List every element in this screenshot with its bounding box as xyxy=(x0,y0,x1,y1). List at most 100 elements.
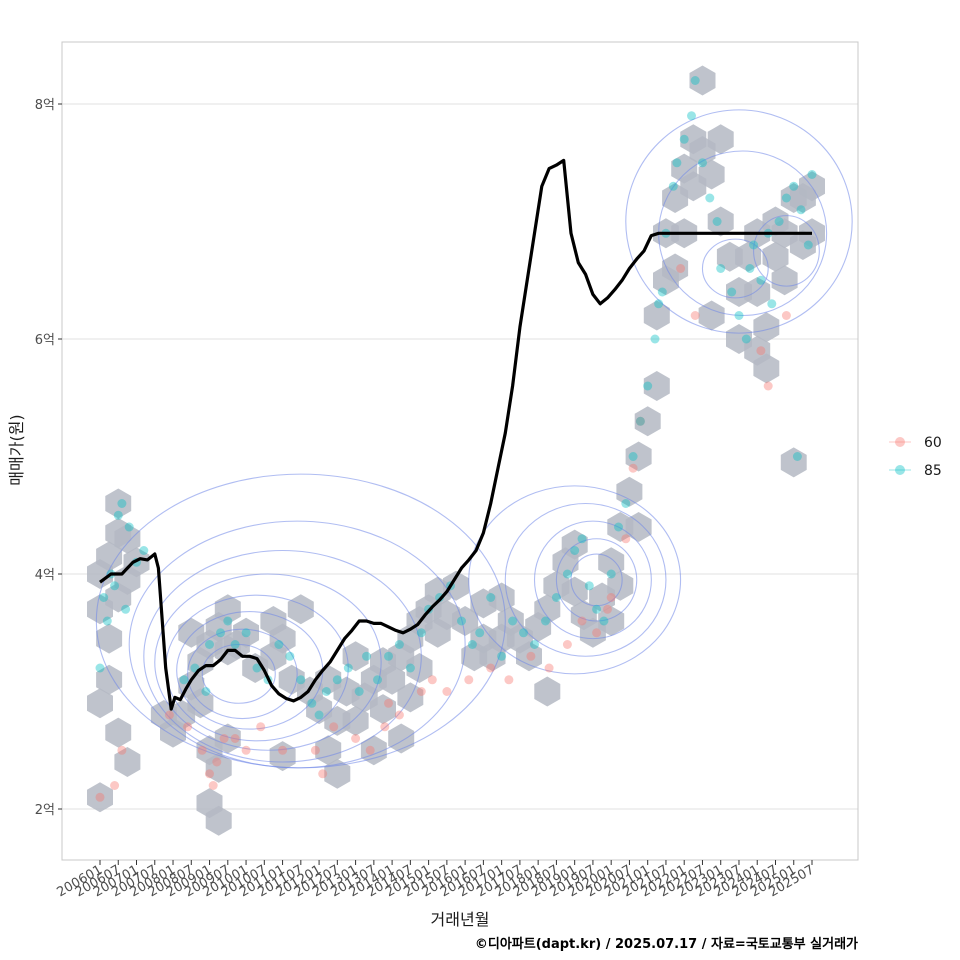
point-85 xyxy=(792,452,802,461)
point-85 xyxy=(332,675,342,685)
hex-bin xyxy=(452,606,479,636)
point-60 xyxy=(212,757,222,767)
point-85 xyxy=(467,640,477,649)
point-85 xyxy=(712,217,722,226)
hex-bin xyxy=(598,606,625,636)
density-contour xyxy=(570,553,623,607)
x-axis-title: 거래년월 xyxy=(431,910,490,929)
hex-bin xyxy=(105,717,132,748)
hex-bin xyxy=(205,752,232,783)
point-60 xyxy=(310,745,320,755)
hex-bin xyxy=(114,523,141,554)
y-tick-label: 4억 xyxy=(35,568,55,583)
point-85 xyxy=(803,240,813,250)
hex-bin xyxy=(516,641,542,672)
point-60 xyxy=(351,734,361,743)
point-85 xyxy=(734,311,744,320)
point-85 xyxy=(394,640,404,649)
density-contour xyxy=(201,643,276,704)
point-85 xyxy=(741,334,751,344)
point-85 xyxy=(530,640,539,649)
density-contour xyxy=(187,628,298,720)
point-85 xyxy=(643,381,653,391)
hex-bin xyxy=(662,253,689,284)
y-tick-label: 8억 xyxy=(35,98,55,113)
point-85 xyxy=(314,710,324,720)
density-contour xyxy=(95,473,506,769)
legend-label-85: 85 xyxy=(924,463,942,479)
point-85 xyxy=(690,76,700,85)
point-85 xyxy=(99,593,109,602)
hex-bin xyxy=(105,488,132,519)
point-60 xyxy=(394,710,404,720)
trend-line xyxy=(99,158,812,711)
point-60 xyxy=(562,640,572,649)
point-85 xyxy=(121,604,131,614)
point-85 xyxy=(102,616,112,626)
point-60 xyxy=(219,734,229,743)
density-contour xyxy=(504,502,667,657)
point-85 xyxy=(654,299,664,309)
density-contour xyxy=(701,238,769,299)
point-85 xyxy=(113,510,123,520)
point-85 xyxy=(285,651,295,661)
hex-bin xyxy=(607,570,634,601)
point-85 xyxy=(223,616,233,626)
hex-bin xyxy=(114,747,141,777)
point-85 xyxy=(307,698,317,708)
point-85 xyxy=(672,158,682,168)
point-85 xyxy=(117,499,127,508)
legend-item-85: 85 xyxy=(889,463,942,479)
density-contour xyxy=(625,109,853,334)
hex-bin xyxy=(360,735,387,766)
point-85 xyxy=(110,581,120,591)
hex-bin xyxy=(87,688,113,719)
point-85 xyxy=(124,522,134,532)
point-85 xyxy=(321,687,331,696)
point-60 xyxy=(380,722,390,732)
point-85 xyxy=(774,217,784,226)
point-60 xyxy=(110,781,120,790)
density-contour xyxy=(468,485,682,675)
point-85 xyxy=(241,628,251,638)
hex-bin xyxy=(780,447,807,478)
point-85 xyxy=(216,628,225,638)
hex-bin xyxy=(744,335,771,366)
point-60 xyxy=(427,675,437,685)
legend-item-60: 60 xyxy=(889,435,942,451)
point-85 xyxy=(519,628,528,638)
point-85 xyxy=(541,616,550,626)
point-85 xyxy=(384,651,393,661)
point-85 xyxy=(343,663,353,673)
point-60 xyxy=(592,628,602,638)
point-85 xyxy=(727,287,737,297)
point-85 xyxy=(679,134,689,144)
hex-bin xyxy=(643,371,670,401)
hex-bin xyxy=(625,441,652,472)
point-60 xyxy=(635,416,645,426)
point-85 xyxy=(205,640,214,649)
hex-bin xyxy=(771,265,798,296)
hex-bin xyxy=(534,676,561,707)
hex-bin xyxy=(96,541,123,572)
point-85 xyxy=(796,205,806,215)
point-85 xyxy=(592,604,602,614)
density-contour xyxy=(154,573,382,751)
point-60 xyxy=(526,651,536,661)
hex-bin xyxy=(561,529,588,560)
hex-bin xyxy=(96,623,123,654)
point-60 xyxy=(676,264,686,273)
point-85 xyxy=(756,275,766,285)
plot-panel xyxy=(62,42,858,860)
point-85 xyxy=(362,651,371,661)
point-60 xyxy=(442,687,452,696)
hex-bin xyxy=(643,300,670,331)
point-60 xyxy=(756,346,766,356)
point-85 xyxy=(687,111,696,121)
point-60 xyxy=(763,381,773,391)
point-60 xyxy=(365,745,375,755)
point-85 xyxy=(584,581,594,591)
hex-bin xyxy=(753,312,780,343)
hex-bin xyxy=(698,300,725,331)
